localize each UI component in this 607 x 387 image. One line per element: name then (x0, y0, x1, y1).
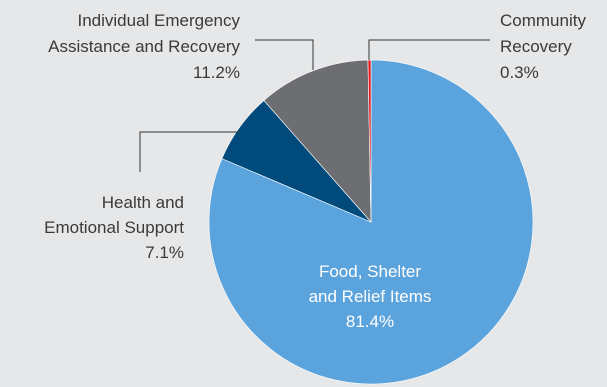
slice-label-health-line1: Health and (102, 193, 184, 212)
slice-value-health: 7.1% (145, 243, 184, 262)
slice-value-individual: 11.2% (193, 63, 240, 82)
slice-label-community-line2: Recovery (500, 37, 572, 56)
slice-value-food: 81.4% (346, 312, 394, 331)
leader-line-community (368, 39, 490, 60)
slice-label-food-line2: and Relief Items (309, 287, 432, 306)
leader-line-individual (255, 39, 314, 70)
pie-slice-individual (263, 59, 372, 223)
pie-slices (208, 59, 534, 385)
leader-line-health (139, 131, 240, 172)
slice-label-health-line2: Emotional Support (44, 218, 184, 237)
slice-label-individual-line2: Assistance and Recovery (48, 37, 240, 56)
slice-label-individual-line1: Individual Emergency (77, 11, 240, 30)
slice-label-food-line1: Food, Shelter (319, 262, 421, 281)
pie-slice-community (367, 59, 372, 223)
slice-value-community: 0.3% (500, 63, 539, 82)
slice-label-community-line1: Community (500, 11, 586, 30)
pie-slice-food-shelter (208, 59, 534, 385)
